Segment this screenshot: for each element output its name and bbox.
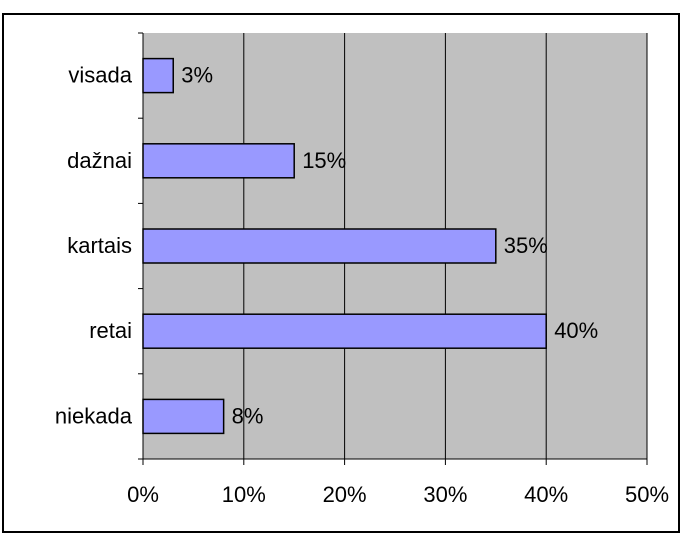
bar-0 <box>142 57 174 94</box>
bar-1 <box>142 143 295 179</box>
bar-2 <box>142 228 497 264</box>
x-tick-label: 10% <box>222 482 266 507</box>
bar-4 <box>142 398 225 435</box>
value-label: 15% <box>302 148 346 173</box>
value-label: 8% <box>232 403 264 428</box>
bars <box>142 57 547 435</box>
x-tick-label: 20% <box>323 482 367 507</box>
x-tick-label: 0% <box>127 482 159 507</box>
bar-3 <box>142 313 547 349</box>
x-tick-label: 50% <box>625 482 669 507</box>
value-label: 3% <box>181 63 213 88</box>
category-label: visada <box>68 63 132 88</box>
category-label: niekada <box>55 403 133 428</box>
category-label: dažnai <box>67 148 132 173</box>
category-label: kartais <box>67 233 132 258</box>
value-label: 40% <box>554 318 598 343</box>
x-tick-label: 40% <box>524 482 568 507</box>
category-label: retai <box>89 318 132 343</box>
labels: 0% 10% 20% 30% 40% 50% visada 3% dažnai 15% kartai… <box>55 63 669 507</box>
value-label: 35% <box>504 233 548 258</box>
x-tick-label: 30% <box>423 482 467 507</box>
axes <box>138 32 648 465</box>
